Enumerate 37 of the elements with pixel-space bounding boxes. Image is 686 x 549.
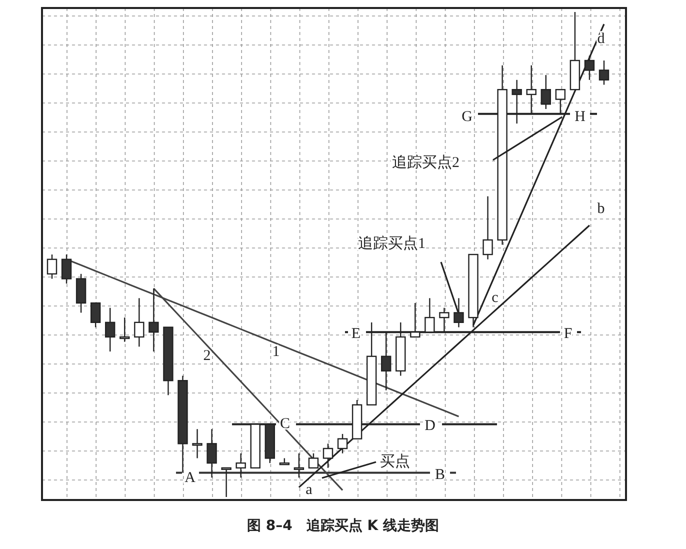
annotation: d bbox=[597, 31, 606, 47]
annotation: C bbox=[280, 416, 290, 432]
annotation: 1 bbox=[272, 344, 280, 360]
annotation: b bbox=[597, 201, 605, 217]
candlestick bbox=[598, 60, 610, 86]
candlestick bbox=[454, 298, 464, 328]
annotation: 追踪买点2 bbox=[392, 154, 460, 171]
annotation: c bbox=[492, 290, 499, 306]
annotation: 买点 bbox=[380, 453, 410, 470]
candlestick bbox=[337, 433, 348, 454]
annotation: D bbox=[424, 418, 436, 434]
candlestick bbox=[221, 467, 232, 498]
annotation: 追踪买点1 bbox=[358, 235, 426, 252]
candlestick bbox=[540, 74, 551, 110]
candlestick bbox=[105, 307, 116, 352]
annotation: H bbox=[574, 109, 586, 125]
candlestick bbox=[308, 452, 319, 468]
annotation: E bbox=[351, 326, 361, 342]
candlestick bbox=[236, 452, 246, 478]
candlestick bbox=[482, 196, 493, 260]
candlestick bbox=[192, 428, 202, 459]
candlestick bbox=[120, 316, 130, 342]
annotation: B bbox=[434, 467, 446, 483]
candlestick bbox=[294, 452, 304, 478]
annotation: G bbox=[462, 109, 473, 125]
annotation: a bbox=[306, 482, 313, 498]
candlestick bbox=[61, 254, 72, 284]
candlestick bbox=[322, 443, 334, 468]
candlestick bbox=[584, 55, 595, 80]
candlestick bbox=[148, 288, 159, 352]
text: 图 8–4 追踪买点 K 线走势图 bbox=[247, 517, 439, 534]
annotation: A bbox=[184, 470, 196, 486]
candlestick bbox=[46, 254, 58, 280]
candlestick bbox=[134, 298, 144, 348]
annotation: 2 bbox=[203, 348, 211, 364]
candlestick bbox=[90, 302, 101, 328]
annotation: F bbox=[564, 326, 572, 342]
